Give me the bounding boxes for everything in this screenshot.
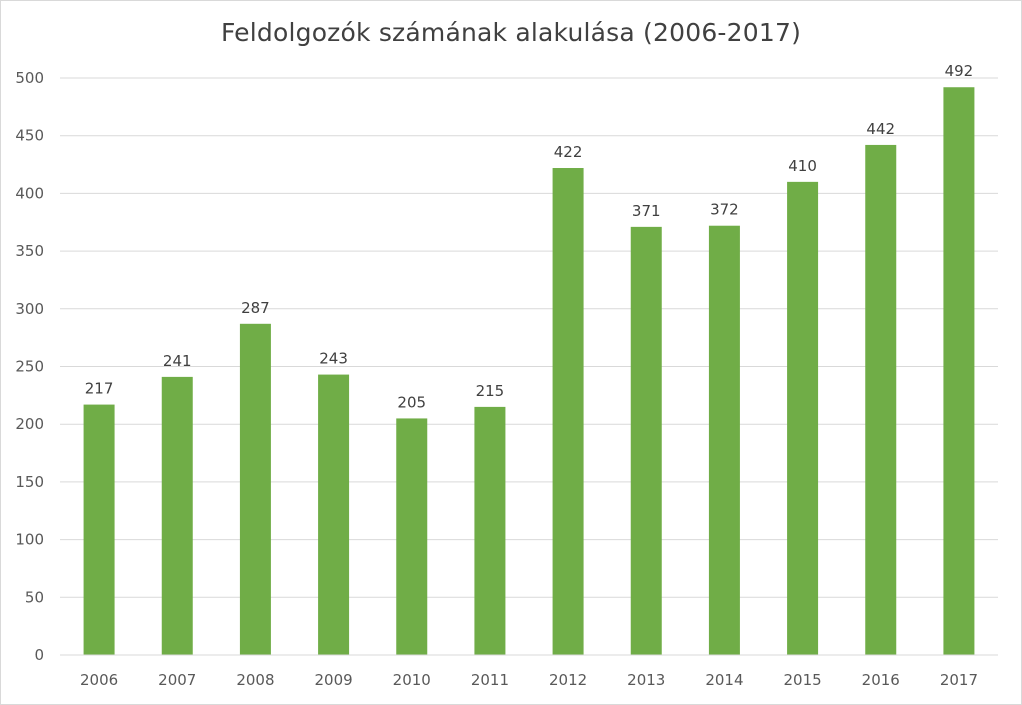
data-label: 372 <box>710 201 739 219</box>
x-tick-label: 2006 <box>80 671 118 689</box>
x-tick-label: 2009 <box>314 671 352 689</box>
y-tick-label: 450 <box>15 127 44 145</box>
data-label: 243 <box>319 350 348 368</box>
bar <box>239 323 271 655</box>
data-label: 241 <box>163 352 192 370</box>
data-label: 215 <box>476 382 505 400</box>
bar <box>787 181 819 656</box>
bar <box>630 226 662 655</box>
x-tick-label: 2011 <box>471 671 509 689</box>
x-tick-label: 2013 <box>627 671 665 689</box>
x-tick-label: 2010 <box>393 671 431 689</box>
bar <box>865 144 897 655</box>
x-tick-label: 2015 <box>783 671 821 689</box>
data-label: 287 <box>241 299 270 317</box>
x-tick-label: 2017 <box>940 671 978 689</box>
bar <box>708 225 740 655</box>
x-tick-label: 2014 <box>705 671 743 689</box>
bar <box>396 418 428 655</box>
bar <box>552 168 584 655</box>
data-label: 410 <box>788 157 817 175</box>
bar <box>474 406 506 655</box>
y-tick-label: 0 <box>34 646 44 664</box>
chart-title: Feldolgozók számának alakulása (2006-201… <box>220 18 802 47</box>
data-label: 371 <box>632 202 661 220</box>
bar <box>161 376 193 655</box>
data-label: 205 <box>397 393 426 411</box>
y-tick-label: 150 <box>15 473 44 491</box>
x-tick-label: 2008 <box>236 671 274 689</box>
y-tick-label: 350 <box>15 242 44 260</box>
data-label: 422 <box>554 143 583 161</box>
y-tick-label: 500 <box>15 69 44 87</box>
bar <box>943 87 975 656</box>
y-tick-label: 400 <box>15 184 44 202</box>
x-tick-label: 2012 <box>549 671 587 689</box>
bar <box>318 374 350 655</box>
data-label: 442 <box>866 120 895 138</box>
data-label: 492 <box>945 62 974 80</box>
x-tick-label: 2007 <box>158 671 196 689</box>
y-tick-label: 300 <box>15 300 44 318</box>
y-tick-label: 250 <box>15 358 44 376</box>
x-tick-label: 2016 <box>862 671 900 689</box>
y-tick-label: 200 <box>15 415 44 433</box>
data-label: 217 <box>85 380 114 398</box>
y-tick-label: 100 <box>15 531 44 549</box>
bar <box>83 404 115 655</box>
y-tick-label: 50 <box>25 588 44 606</box>
